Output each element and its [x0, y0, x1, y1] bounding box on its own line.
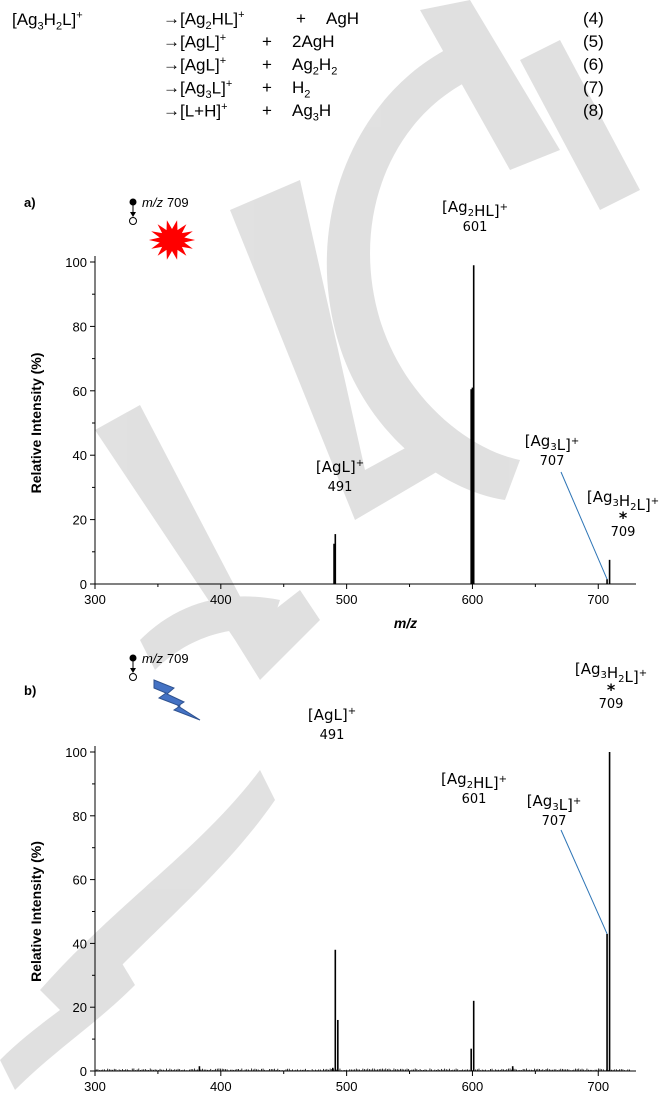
reaction-arrow: → [163, 55, 180, 74]
panel-label: b) [24, 683, 36, 698]
precursor-label: m/z 709 [142, 651, 189, 666]
plus-sign: + [262, 32, 272, 51]
y-tick-label: 100 [65, 255, 87, 270]
y-tick-label: 0 [80, 1064, 87, 1079]
x-tick-label: 400 [210, 1079, 232, 1094]
precursor-marker: * [607, 680, 616, 699]
peak-mz-label: 707 [540, 454, 565, 469]
peak-annotation: [AgL]+ 491 [308, 706, 356, 743]
peak-annotation: [Ag3L]+707 [525, 432, 608, 580]
peak-annotation: [Ag2HL]+601 [441, 770, 507, 807]
spectrum-panel-a: 300 400 500 600 700 0 20 40 60 80 100 m/z Relative I… [24, 195, 659, 631]
product-ion: [AgL]+ [180, 32, 227, 52]
peak-mz-label: 601 [462, 792, 487, 807]
y-tick-label: 100 [65, 745, 87, 760]
peak-mz-label: 491 [320, 728, 345, 743]
leader-line [560, 471, 608, 580]
neutral-product: Ag2H2 [292, 55, 338, 78]
peak-annotation: [AgL]+ 491 [316, 458, 364, 495]
x-tick-label: 400 [210, 592, 232, 607]
y-tick-label: 40 [73, 936, 87, 951]
neutral-product: AgH [326, 9, 360, 28]
blue-lightning-icon [153, 679, 201, 721]
reaction-arrow: → [163, 78, 180, 97]
y-tick-label: 0 [80, 577, 87, 592]
x-tick-label: 500 [336, 592, 358, 607]
x-tick-label: 300 [84, 592, 106, 607]
peak-formula: [Ag2HL]+ [442, 198, 508, 220]
precursor-arrow-icon [129, 654, 137, 681]
plus-sign: + [262, 78, 272, 97]
reaction-arrow: → [163, 32, 180, 51]
plus-sign: + [262, 101, 272, 120]
precursor-arrow-icon [129, 198, 137, 225]
peak-mz-label: 601 [463, 220, 488, 235]
reaction-arrow: → [163, 101, 180, 120]
peak-mz-label: 707 [542, 814, 567, 829]
peak-mz-label: 709 [611, 525, 636, 540]
x-tick-label: 600 [462, 592, 484, 607]
equation-number: (4) [583, 9, 604, 28]
equation-number: (7) [583, 78, 604, 97]
peak-formula: [Ag3L]+ [525, 432, 580, 454]
neutral-product: 2AgH [292, 32, 335, 51]
leader-line [560, 829, 608, 935]
peak-annotation: [Ag3H2L]+*709 [587, 488, 659, 540]
peak-formula: [AgL]+ [308, 706, 356, 724]
equation-number: (6) [583, 55, 604, 74]
product-ion: [Ag3L]+ [180, 78, 233, 102]
neutral-product: Ag3H [292, 101, 332, 124]
product-ion: [AgL]+ [180, 55, 227, 75]
peak-formula: [Ag3H2L]+ [575, 660, 647, 686]
spectrum-peaks [333, 265, 611, 584]
neutral-product: H2 [292, 78, 311, 101]
panel-label: a) [24, 195, 36, 210]
reactant-text: [Ag3H2L]+ [12, 9, 83, 33]
y-tick-label: 60 [73, 384, 87, 399]
peak-annotation: [Ag2HL]+601 [442, 198, 508, 235]
y-tick-label: 20 [73, 513, 87, 528]
peak-formula: [AgL]+ [316, 458, 364, 476]
x-tick-label: 500 [336, 1079, 358, 1094]
y-tick-label: 40 [73, 448, 87, 463]
y-tick-label: 80 [73, 319, 87, 334]
precursor-marker: * [619, 508, 628, 527]
plus-sign: + [296, 9, 306, 28]
peak-mz-label: 709 [599, 697, 624, 712]
peak-annotation: [Ag3L]+707 [527, 792, 608, 935]
spectrum-peaks [95, 752, 630, 1071]
y-axis-label: Relative Intensity (%) [28, 353, 44, 494]
equation-number: (5) [583, 32, 604, 51]
y-axis-label: Relative Intensity (%) [28, 841, 44, 982]
x-tick-label: 600 [462, 1079, 484, 1094]
equation-number: (8) [583, 101, 604, 120]
plus-sign: + [262, 55, 272, 74]
y-tick-label: 60 [73, 873, 87, 888]
precursor-label: m/z 709 [142, 195, 189, 210]
peak-formula: [Ag2HL]+ [441, 770, 507, 792]
peak-formula: [Ag3H2L]+ [587, 488, 659, 514]
red-burst-icon [148, 220, 196, 260]
x-tick-label: 700 [587, 592, 609, 607]
peak-mz-label: 491 [328, 480, 353, 495]
x-tick-label: 300 [84, 1079, 106, 1094]
peak-annotation: [Ag3H2L]+*709 [575, 660, 647, 712]
reactant-formula: [Ag3H2L]+ [12, 9, 83, 32]
x-axis-label: m/z [394, 615, 417, 631]
product-ion: [L+H]+ [180, 101, 228, 121]
x-tick-label: 700 [587, 1079, 609, 1094]
reaction-arrow: → [163, 9, 180, 28]
product-ion: [Ag2HL]+ [180, 9, 245, 33]
y-tick-label: 80 [73, 809, 87, 824]
y-tick-label: 20 [73, 1000, 87, 1015]
peak-formula: [Ag3L]+ [527, 792, 582, 814]
